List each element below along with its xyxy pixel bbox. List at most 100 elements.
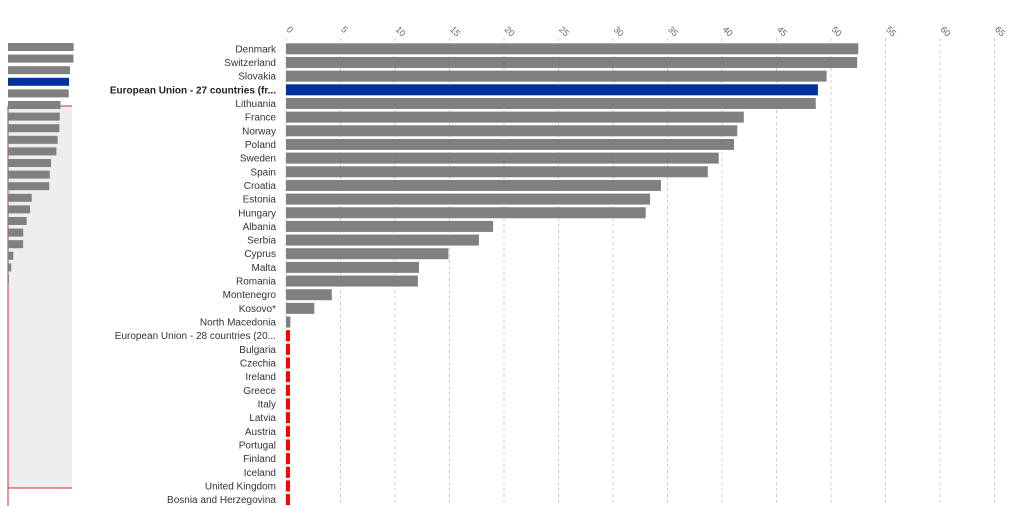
bar-missing-latvia[interactable] [286, 412, 290, 424]
bar-missing-bosnia-and-herzegovina[interactable] [286, 494, 290, 506]
category-label-ireland: Ireland [245, 372, 276, 383]
category-label-european-union-27-countries-from-2020: European Union - 27 countries (fr... [110, 85, 276, 96]
x-tick-label-55: 55 [884, 24, 898, 38]
overview-bar-montenegro [8, 251, 14, 260]
overview-bar-lithuania [8, 89, 69, 98]
category-label-austria: Austria [245, 427, 277, 438]
overview-window[interactable] [8, 106, 72, 488]
overview-bar-croatia [8, 159, 51, 167]
overview-bar-denmark [8, 43, 74, 51]
bar-albania[interactable] [286, 220, 494, 232]
bar-kosovo[interactable] [286, 302, 315, 314]
x-tick-label-35: 35 [666, 24, 680, 38]
category-label-albania: Albania [243, 222, 277, 233]
x-tick-label-30: 30 [612, 24, 626, 38]
bar-missing-bulgaria[interactable] [286, 343, 290, 355]
category-label-poland: Poland [245, 140, 276, 151]
bar-slovakia[interactable] [286, 70, 827, 82]
overview-navigator[interactable] [0, 0, 80, 518]
category-label-north-macedonia: North Macedonia [200, 318, 277, 329]
bar-european-union-27-countries-from-2020[interactable] [286, 84, 818, 96]
category-label-france: France [245, 113, 277, 124]
bar-switzerland[interactable] [286, 56, 858, 68]
overview-bar-kosovo [8, 263, 12, 272]
bar-malta[interactable] [286, 261, 419, 273]
bar-spain[interactable] [286, 166, 708, 178]
x-tick-label-15: 15 [448, 24, 462, 38]
bar-lithuania[interactable] [286, 97, 816, 109]
bar-romania[interactable] [286, 275, 418, 287]
bar-poland[interactable] [286, 138, 734, 150]
bar-north-macedonia[interactable] [286, 316, 291, 328]
bar-serbia[interactable] [286, 234, 479, 246]
bar-france[interactable] [286, 111, 744, 123]
bar-missing-ireland[interactable] [286, 371, 290, 383]
bar-missing-italy[interactable] [286, 398, 290, 410]
bar-missing-finland[interactable] [286, 453, 290, 465]
bar-missing-european-union-28-countries-2013-2020[interactable] [286, 330, 290, 342]
category-label-bosnia-and-herzegovina: Bosnia and Herzegovina [167, 495, 276, 506]
bar-missing-united-kingdom[interactable] [286, 480, 290, 492]
x-tick-label-20: 20 [503, 24, 517, 38]
bar-cyprus[interactable] [286, 248, 449, 260]
overview-bar-france [8, 101, 61, 109]
overview-bar-romania [8, 240, 24, 249]
bar-missing-greece[interactable] [286, 384, 290, 396]
category-label-norway: Norway [242, 126, 276, 137]
category-label-romania: Romania [236, 277, 276, 288]
category-label-italy: Italy [258, 399, 276, 410]
bar-denmark[interactable] [286, 43, 859, 55]
overview-bar-norway [8, 112, 60, 121]
category-label-latvia: Latvia [249, 413, 276, 424]
bar-sweden[interactable] [286, 152, 719, 164]
overview-bar-sweden [8, 135, 58, 144]
category-label-iceland: Iceland [244, 468, 276, 479]
overview-bar-poland [8, 124, 60, 133]
category-label-slovakia: Slovakia [238, 72, 276, 83]
category-label-hungary: Hungary [238, 208, 276, 219]
overview-bar-slovakia [8, 66, 70, 75]
category-label-denmark: Denmark [235, 44, 277, 55]
category-label-portugal: Portugal [239, 440, 276, 451]
x-tick-label-60: 60 [939, 24, 953, 38]
overview-bar-serbia [8, 205, 31, 214]
bar-estonia[interactable] [286, 193, 651, 205]
x-tick-label-45: 45 [775, 24, 789, 38]
overview-bar-switzerland [8, 54, 74, 63]
category-label-montenegro: Montenegro [223, 290, 277, 301]
category-label-sweden: Sweden [240, 154, 276, 165]
overview-bar-cyprus [8, 217, 27, 225]
overview-bar-estonia [8, 170, 50, 179]
bar-hungary[interactable] [286, 207, 646, 219]
overview-bar-malta [8, 228, 24, 237]
bar-croatia[interactable] [286, 179, 661, 191]
overview-bar-albania [8, 193, 32, 202]
x-tick-label-65: 65 [993, 24, 1007, 38]
category-label-kosovo: Kosovo* [239, 304, 276, 315]
category-label-european-union-28-countries-2013-2020: European Union - 28 countries (20... [115, 331, 276, 342]
category-label-switzerland: Switzerland [224, 58, 276, 69]
bar-missing-iceland[interactable] [286, 466, 290, 478]
x-tick-label-10: 10 [394, 24, 408, 38]
category-label-estonia: Estonia [243, 195, 277, 206]
category-label-malta: Malta [252, 263, 277, 274]
category-label-united-kingdom: United Kingdom [205, 481, 276, 492]
category-label-bulgaria: Bulgaria [239, 345, 276, 356]
overview-bar-spain [8, 147, 57, 156]
bar-missing-austria[interactable] [286, 425, 290, 437]
category-label-finland: Finland [243, 454, 276, 465]
x-tick-label-40: 40 [721, 24, 735, 38]
x-tick-label-5: 5 [339, 24, 350, 35]
bar-missing-portugal[interactable] [286, 439, 290, 451]
bar-norway[interactable] [286, 125, 738, 137]
category-label-croatia: Croatia [244, 181, 277, 192]
bar-missing-czechia[interactable] [286, 357, 290, 369]
category-label-cyprus: Cyprus [244, 249, 276, 260]
overview-bar-hungary [8, 182, 50, 191]
category-label-spain: Spain [250, 167, 276, 178]
x-tick-label-25: 25 [557, 24, 571, 38]
bar-montenegro[interactable] [286, 289, 332, 301]
category-label-czechia: Czechia [240, 359, 277, 370]
x-tick-label-0: 0 [285, 24, 296, 35]
